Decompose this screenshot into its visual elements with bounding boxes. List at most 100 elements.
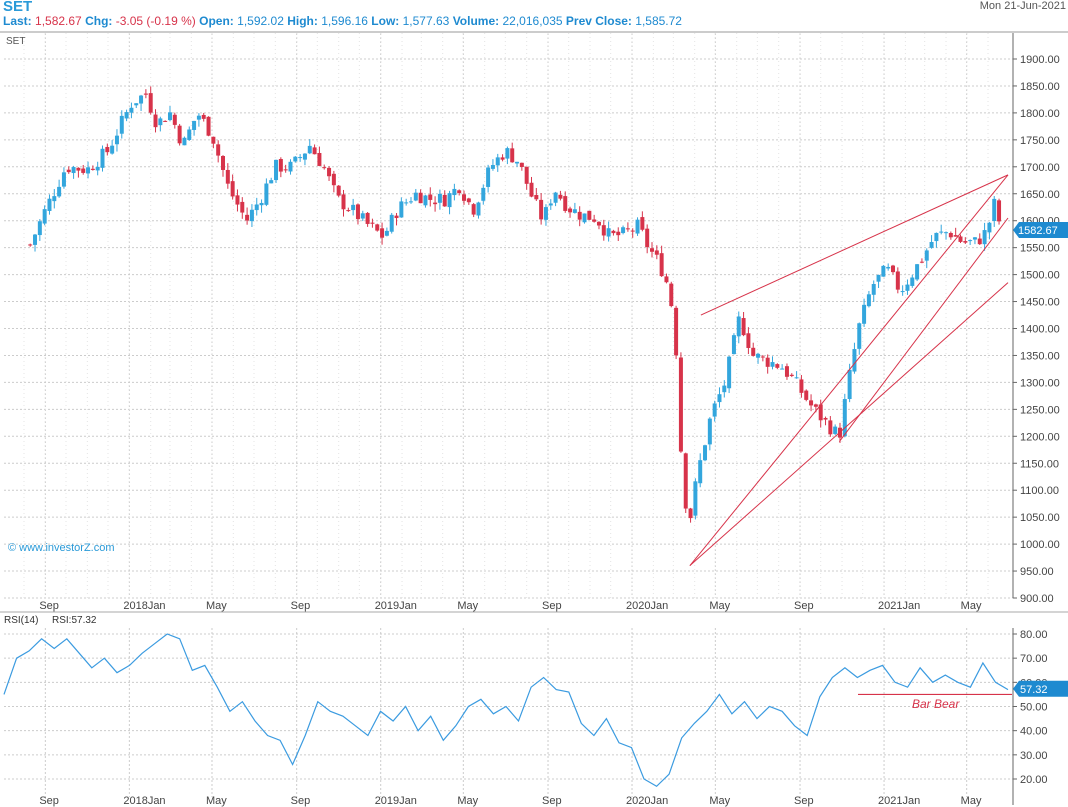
candle-body [254, 204, 259, 211]
x-tick-label: Sep [542, 795, 562, 807]
candle-body [799, 379, 804, 393]
y-tick-label: 1650.00 [1020, 189, 1060, 201]
candle-body [481, 187, 486, 201]
candle-body [722, 385, 727, 393]
candle-body [568, 208, 573, 213]
candle-body [331, 173, 336, 186]
x-tick-label: Sep [291, 600, 311, 612]
candle-body [895, 271, 900, 290]
x-tick-label: Sep [794, 795, 814, 807]
candle-body [476, 202, 481, 216]
date-label: Mon 21-Jun-2021 [979, 0, 1066, 12]
candle-body [683, 453, 688, 509]
y-tick-label: 1500.00 [1020, 270, 1060, 282]
x-tick-label: May [206, 600, 227, 612]
candle-body [601, 225, 606, 236]
candle-body [129, 107, 134, 113]
candle-body [413, 192, 418, 201]
x-tick-label: Sep [794, 600, 814, 612]
candle-body [818, 404, 823, 421]
candle-body [577, 211, 582, 220]
candle-body [355, 204, 360, 220]
price-axis: 1900.00 1850.00 1800.00 1750.00 1700.00 1650.… [1012, 33, 1060, 605]
candle-body [119, 115, 124, 134]
candle-body [457, 190, 462, 194]
rsi-value-label: RSI:57.32 [52, 615, 97, 626]
y-tick-label: 1250.00 [1020, 404, 1060, 416]
candle-body [187, 129, 192, 141]
candle-body [302, 153, 307, 160]
candle-body [582, 213, 587, 223]
candle-body [216, 144, 221, 156]
candle-body [71, 167, 76, 174]
candle-body [852, 349, 857, 372]
candle-body [866, 294, 871, 307]
candle-body [592, 219, 597, 222]
y-tick-label: 1350.00 [1020, 350, 1060, 362]
candle-body [52, 196, 57, 202]
y-tick-label: 900.00 [1020, 593, 1054, 605]
rsi-last-tag: 57.32 [1013, 680, 1068, 697]
candle-body [201, 114, 206, 119]
candle-body [346, 210, 351, 212]
candle-body [900, 291, 905, 293]
candle-body [167, 112, 172, 121]
y-tick-label: 1050.00 [1020, 512, 1060, 524]
candle-body [515, 161, 520, 164]
high-label: High: [287, 14, 318, 28]
candle-body [307, 145, 312, 154]
candle-body [809, 400, 814, 406]
y-tick-label: 70.00 [1020, 653, 1048, 665]
candle-body [389, 214, 394, 232]
y-tick-label: 50.00 [1020, 702, 1048, 714]
y-tick-label: 30.00 [1020, 750, 1048, 762]
candlestick-series [28, 86, 1002, 523]
time-axis-bottom: Sep 2018Jan May Sep 2019Jan May Sep 2020Jan May S… [39, 795, 982, 807]
candle-body [370, 222, 375, 224]
candle-body [360, 213, 365, 219]
candle-body [418, 192, 423, 204]
candle-body [919, 261, 924, 263]
candle-body [731, 335, 736, 355]
candle-body [953, 235, 958, 237]
candle-body [804, 390, 809, 400]
candle-body [756, 353, 761, 358]
x-tick-label: May [709, 795, 730, 807]
candle-body [587, 210, 592, 220]
candle-body [596, 221, 601, 226]
candle-body [992, 198, 997, 221]
candle-body [847, 369, 852, 399]
candle-body [886, 266, 891, 269]
x-tick-label: Sep [39, 600, 59, 612]
last-label: Last: [3, 14, 32, 28]
candle-body [760, 356, 765, 358]
candle-body [76, 167, 81, 171]
candle-body [221, 156, 226, 170]
candle-body [249, 209, 254, 222]
x-tick-label: Sep [39, 795, 59, 807]
candle-body [163, 120, 168, 122]
y-tick-label: 1800.00 [1020, 108, 1060, 120]
x-tick-label: May [457, 600, 478, 612]
y-tick-label: 20.00 [1020, 774, 1048, 786]
candle-body [33, 234, 38, 245]
candle-body [558, 194, 563, 199]
candle-body [862, 304, 867, 324]
volume-label: Volume: [452, 14, 500, 28]
trendline [700, 174, 1009, 316]
candle-body [997, 200, 1002, 222]
candle-body [495, 157, 500, 166]
rsi-tag-text: 57.32 [1020, 684, 1048, 696]
candle-body [384, 230, 389, 236]
candle-body [891, 265, 896, 273]
low-label: Low: [371, 14, 400, 28]
candle-body [905, 284, 910, 291]
candle-body [139, 95, 144, 104]
candle-body [240, 201, 245, 213]
prev-close-value: 1,585.72 [635, 14, 682, 28]
x-tick-label: 2018Jan [123, 600, 165, 612]
candle-body [688, 508, 693, 519]
candle-body [114, 135, 119, 145]
high-value: 1,596.16 [321, 14, 368, 28]
